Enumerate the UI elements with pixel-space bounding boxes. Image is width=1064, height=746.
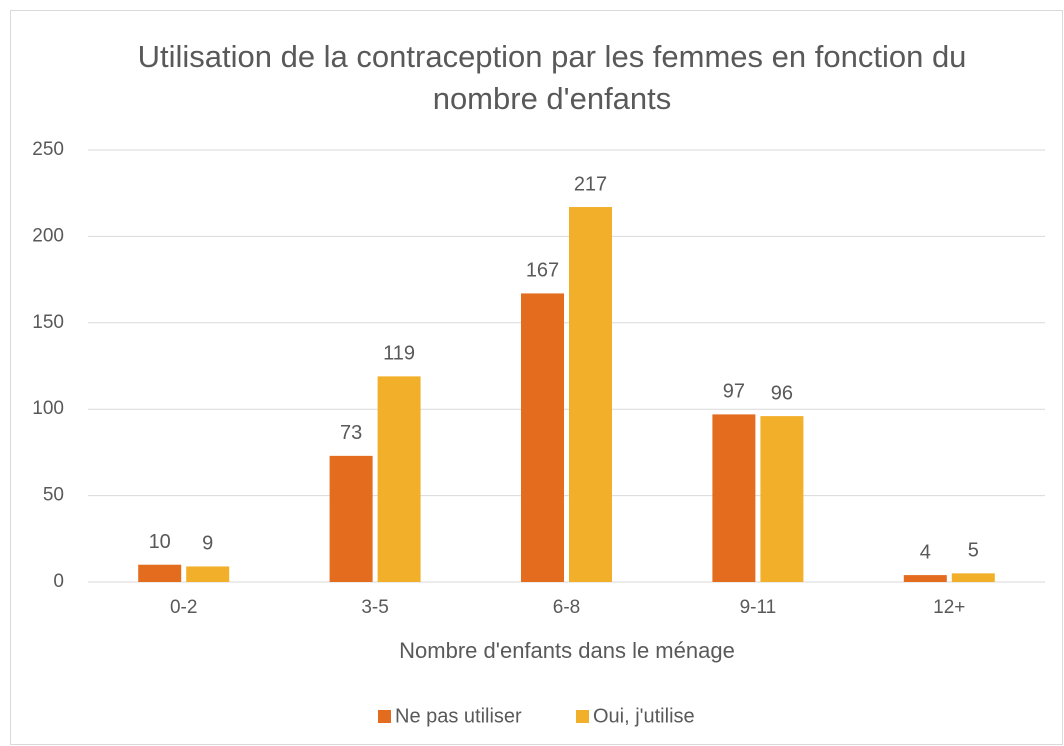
bar [186,566,230,582]
y-tick-label: 250 [32,139,64,160]
data-label: 9 [202,533,213,555]
bar [377,376,421,582]
bar [521,293,564,582]
y-tick-label: 0 [53,571,64,592]
bar [712,414,756,582]
bar [903,575,947,582]
data-label: 4 [920,541,931,563]
bar [138,564,182,582]
y-tick-label: 50 [43,485,64,506]
data-label: 167 [526,260,559,282]
x-tick-label: 12+ [933,597,965,618]
data-label: 217 [574,173,607,195]
data-label: 97 [723,381,745,403]
bar [760,416,804,582]
y-tick-label: 100 [32,398,64,419]
chart-border [10,10,1063,745]
x-tick-label: 0-2 [170,597,197,618]
data-label: 10 [149,531,171,553]
chart-title: Utilisation de la contraception par les … [137,39,967,116]
legend-label: Oui, j'utilise [593,705,695,727]
y-tick-label: 200 [32,225,64,246]
bar [569,207,612,583]
y-tick-label: 150 [32,312,64,333]
x-tick-label: 6-8 [553,597,580,618]
x-tick-label: 9-11 [740,597,777,618]
bar [951,573,995,582]
data-label: 5 [968,540,979,562]
data-label: 96 [771,382,793,404]
data-label: 119 [383,343,415,365]
legend-swatch [576,710,589,723]
legend-swatch [378,710,391,723]
legend-label: Ne pas utiliser [395,705,522,727]
x-tick-label: 3-5 [361,597,388,618]
x-axis-label: Nombre d'enfants dans le ménage [399,638,735,663]
bar [329,455,373,582]
data-label: 73 [340,422,362,444]
